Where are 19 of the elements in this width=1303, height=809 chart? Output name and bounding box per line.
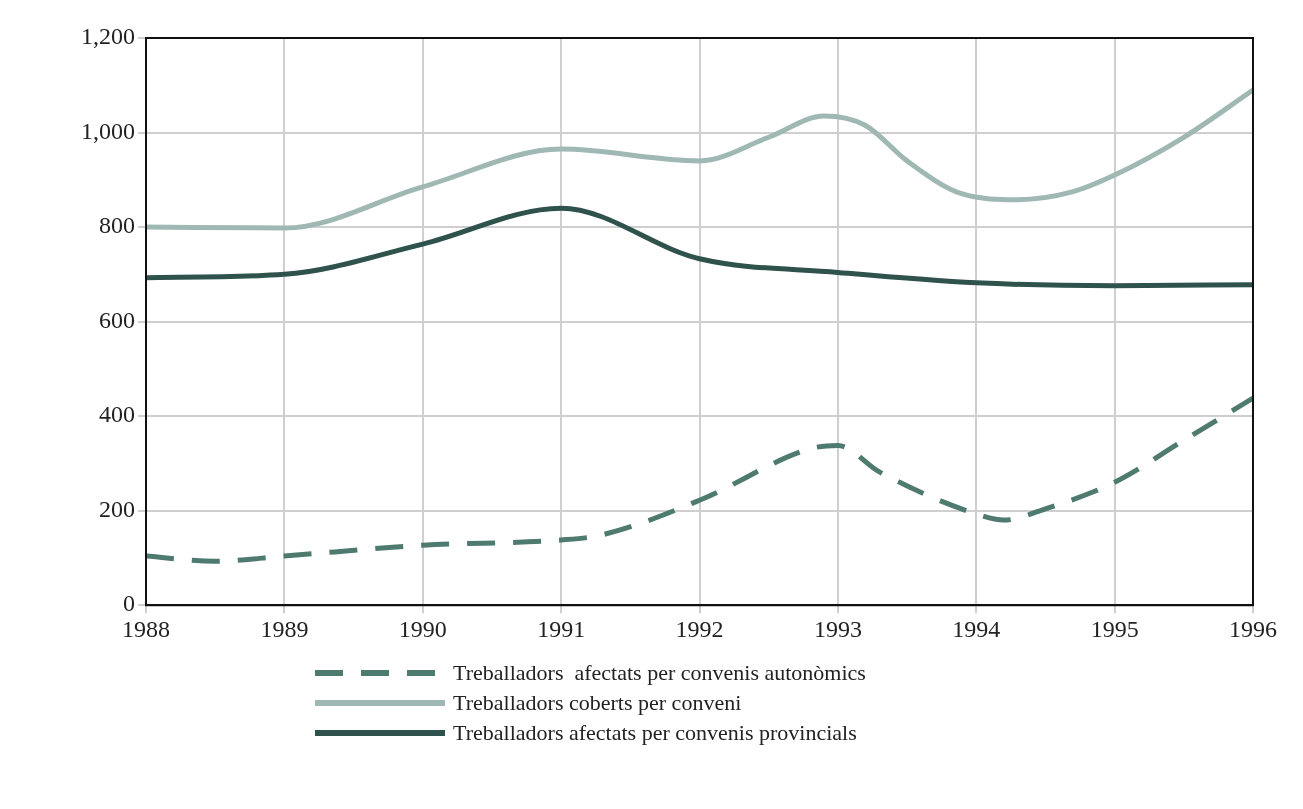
- x-tick-label: 1991: [537, 615, 586, 642]
- y-tick-label: 800: [99, 212, 135, 239]
- x-tick-label: 1989: [260, 615, 309, 642]
- x-tick-label: 1990: [398, 615, 447, 642]
- legend-label: Treballadors afectats per convenis autonòmics: [453, 660, 866, 686]
- x-tick-label: 1988: [122, 615, 170, 642]
- x-tick-label: 1996: [1229, 615, 1277, 642]
- x-tick-label: 1993: [813, 615, 862, 642]
- y-tick-label: 1,000: [81, 117, 135, 144]
- x-tick-label: 1992: [675, 615, 724, 642]
- y-tick-label: 400: [99, 401, 135, 428]
- y-tick-label: 0: [123, 590, 135, 617]
- y-tick-label: 1,200: [81, 23, 135, 50]
- x-tick-label: 1995: [1090, 615, 1139, 642]
- y-tick-label: 200: [99, 495, 135, 522]
- legend-label: Treballadors coberts per conveni: [453, 690, 742, 716]
- x-tick-label: 1994: [952, 615, 1001, 642]
- legend-label: Treballadors afectats per convenis provincials: [453, 720, 857, 746]
- y-tick-label: 600: [99, 306, 135, 333]
